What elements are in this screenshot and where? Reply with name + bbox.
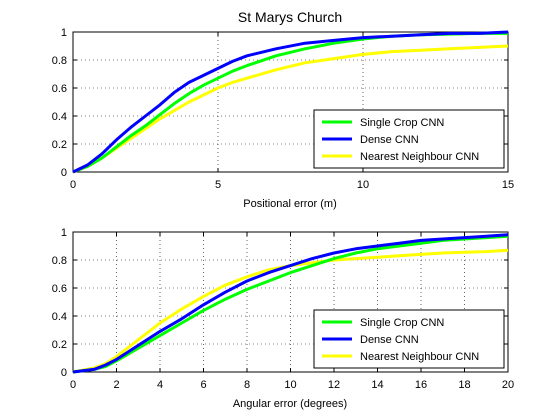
legend-label: Single Crop CNN xyxy=(360,317,444,329)
dense-cnn-line xyxy=(72,30,509,174)
positional-error-chart: St Marys Church 0 5 10 15 0 0.2 0.4 0.6 0.8 1 Sin… xyxy=(52,9,514,210)
x-tick-label: 10 xyxy=(284,379,296,391)
y-tick-label: 0.4 xyxy=(52,111,67,123)
x-tick-label: 12 xyxy=(328,379,340,391)
legend-label: Dense CNN xyxy=(360,134,419,146)
y-tick-label: 0.2 xyxy=(52,139,67,151)
chart-title: St Marys Church xyxy=(238,9,342,25)
series-lines xyxy=(72,30,509,174)
y-tick-label: 0 xyxy=(61,167,67,179)
y-tick-label: 0 xyxy=(61,367,67,379)
x-tick-label: 4 xyxy=(157,379,163,391)
angular-error-chart: 0 2 4 6 8 10 12 14 16 18 20 0 0.2 0.4 0.6 0.8 1 Single C… xyxy=(52,227,514,410)
x-tick-label: 2 xyxy=(113,379,119,391)
y-tick-label: 0.8 xyxy=(52,55,67,67)
x-tick-label: 14 xyxy=(371,379,383,391)
x-tick-label: 10 xyxy=(357,179,369,191)
x-tick-label: 15 xyxy=(502,179,514,191)
legend-label: Dense CNN xyxy=(360,334,419,346)
x-tick-label: 0 xyxy=(70,179,76,191)
series-lines xyxy=(72,233,509,374)
x-tick-label: 5 xyxy=(215,179,221,191)
x-axis-label: Positional error (m) xyxy=(243,198,337,210)
y-tick-label: 1 xyxy=(61,27,67,39)
legend: Single Crop CNN Dense CNN Nearest Neighbou… xyxy=(313,309,505,369)
axis-ticks: 0 5 10 15 0 0.2 0.4 0.6 0.8 1 xyxy=(52,27,514,191)
legend: Single Crop CNN Dense CNN Nearest Neighbou… xyxy=(313,109,505,169)
x-axis-label: Angular error (degrees) xyxy=(233,398,347,410)
x-tick-label: 16 xyxy=(415,379,427,391)
axis-ticks: 0 2 4 6 8 10 12 14 16 18 20 0 0.2 0.4 0.6 0.8 1 xyxy=(52,227,514,391)
x-tick-label: 6 xyxy=(200,379,206,391)
y-tick-label: 1 xyxy=(61,227,67,239)
x-tick-label: 8 xyxy=(244,379,250,391)
y-tick-label: 0.4 xyxy=(52,311,67,323)
legend-label: Single Crop CNN xyxy=(360,117,444,129)
y-tick-label: 0.8 xyxy=(52,255,67,267)
y-tick-label: 0.6 xyxy=(52,83,67,95)
dense-cnn-line xyxy=(72,233,509,374)
nearest-neighbour-cnn-line xyxy=(72,44,509,174)
single-crop-cnn-line xyxy=(72,234,509,374)
y-tick-label: 0.2 xyxy=(52,339,67,351)
y-tick-label: 0.6 xyxy=(52,283,67,295)
legend-label: Nearest Neighbour CNN xyxy=(360,151,479,163)
x-tick-label: 0 xyxy=(70,379,76,391)
legend-label: Nearest Neighbour CNN xyxy=(360,351,479,363)
x-tick-label: 18 xyxy=(458,379,470,391)
x-tick-label: 20 xyxy=(502,379,514,391)
